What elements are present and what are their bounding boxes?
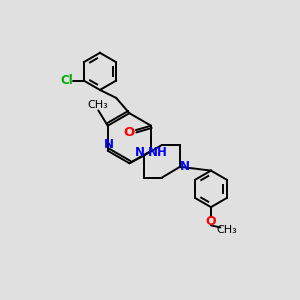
Text: O: O bbox=[206, 215, 216, 228]
Text: Cl: Cl bbox=[60, 74, 73, 87]
Text: O: O bbox=[124, 126, 135, 139]
Text: N: N bbox=[180, 160, 190, 173]
Text: CH₃: CH₃ bbox=[87, 100, 108, 110]
Text: CH₃: CH₃ bbox=[216, 225, 237, 236]
Text: N: N bbox=[104, 138, 114, 151]
Text: N: N bbox=[135, 146, 145, 159]
Text: NH: NH bbox=[148, 146, 167, 159]
